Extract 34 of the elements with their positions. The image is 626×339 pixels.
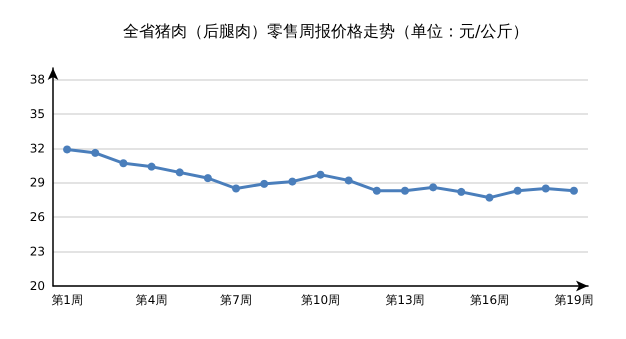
point <box>400 186 409 195</box>
x-tick-label: 第13周 <box>385 293 425 307</box>
point <box>204 174 212 182</box>
y-tick-label: 26 <box>30 210 45 224</box>
x-tick-label: 第10周 <box>300 293 340 307</box>
y-tick-label: 35 <box>30 106 45 121</box>
point <box>63 145 72 154</box>
point <box>514 186 522 195</box>
y-tick-label: 29 <box>30 176 45 190</box>
point <box>148 162 156 171</box>
x-tick-label: 第4周 <box>136 293 168 307</box>
point <box>344 176 353 184</box>
y-tick-label: 23 <box>30 244 45 259</box>
y-tick-label: 32 <box>30 141 45 156</box>
x-tick-label: 第7周 <box>220 293 252 307</box>
point <box>288 178 296 186</box>
point <box>232 184 240 192</box>
y-tick-label: 20 <box>30 279 45 293</box>
point <box>372 186 381 195</box>
point <box>260 180 268 188</box>
x-tick-label: 第19周 <box>554 293 594 307</box>
y-tick-label: 38 <box>30 72 45 86</box>
x-tick-label: 第1周 <box>51 293 83 307</box>
point <box>485 194 494 202</box>
point <box>542 184 550 192</box>
point <box>457 188 466 196</box>
point <box>316 170 324 179</box>
point <box>570 186 578 195</box>
point <box>119 159 128 168</box>
point <box>91 148 100 157</box>
x-tick-label: 第16周 <box>470 293 510 307</box>
point <box>429 183 438 192</box>
point <box>176 168 184 176</box>
chart-title: 全省猪肉（后腿肉）零售周报价格走势（单位：元/公斤） <box>123 22 528 40</box>
